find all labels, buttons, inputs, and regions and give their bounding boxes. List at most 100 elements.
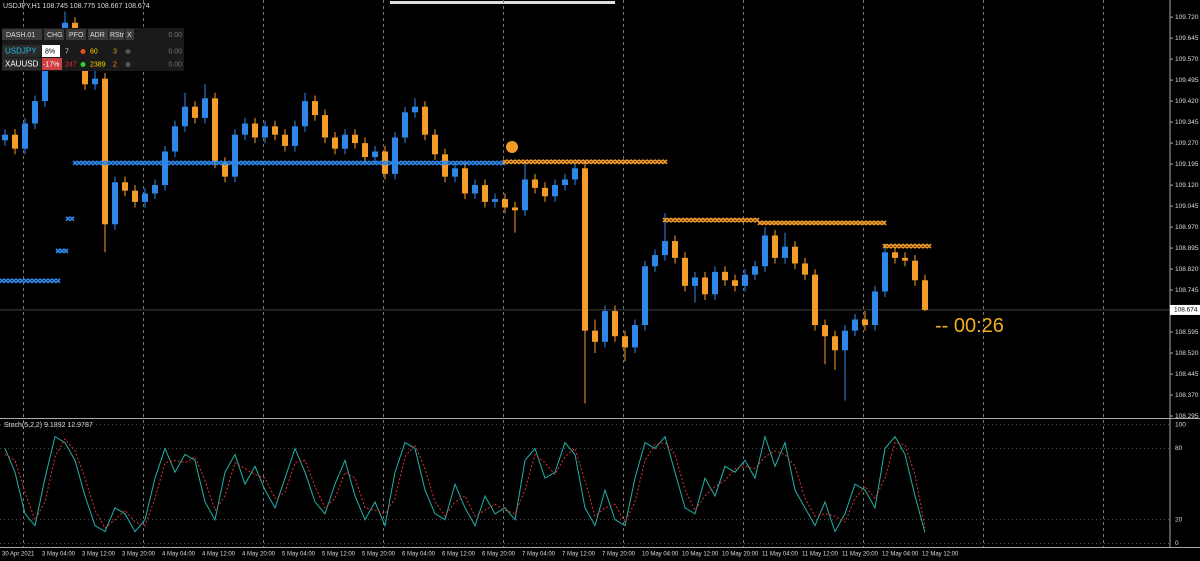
level-marker bbox=[72, 160, 506, 166]
level-marker bbox=[65, 216, 75, 222]
signal-dot bbox=[506, 141, 518, 154]
x-tick-label: 5 May 04:00 bbox=[282, 552, 316, 558]
candle-body bbox=[522, 179, 528, 211]
x-tick-label: 7 May 20:00 bbox=[602, 552, 636, 558]
candle-body bbox=[492, 199, 498, 202]
column-header[interactable]: CHG bbox=[47, 32, 63, 39]
adr: 2389 bbox=[90, 61, 106, 68]
x-tick-label: 4 May 12:00 bbox=[202, 552, 236, 558]
candle-body bbox=[782, 246, 788, 258]
candle-body bbox=[562, 179, 568, 186]
x-tick-label: 3 May 04:00 bbox=[42, 552, 76, 558]
level-marker bbox=[502, 159, 668, 165]
candle-body bbox=[102, 78, 108, 225]
candle-body bbox=[862, 319, 868, 326]
column-header[interactable]: PFO bbox=[69, 32, 84, 39]
candle-body bbox=[282, 134, 288, 146]
candle-body bbox=[212, 98, 218, 163]
candle-body bbox=[92, 78, 98, 85]
candle-body bbox=[872, 291, 878, 326]
row-value: 0.00 bbox=[168, 48, 182, 55]
status-dot bbox=[125, 62, 131, 67]
y-tick-label: 80 bbox=[1175, 445, 1183, 452]
candle-body bbox=[602, 311, 608, 342]
level-marker bbox=[662, 217, 760, 223]
candle-body bbox=[582, 168, 588, 331]
candle-body bbox=[912, 260, 918, 281]
candle-body bbox=[292, 126, 298, 146]
candle-body bbox=[272, 126, 278, 135]
rstr: 2 bbox=[113, 61, 117, 68]
x-tick-label: 10 May 20:00 bbox=[722, 552, 759, 558]
cell bbox=[109, 29, 124, 40]
candle-body bbox=[142, 193, 148, 202]
chart-header: USDJPY,H1 108.745 108.775 108.667 108.67… bbox=[3, 3, 150, 10]
candle-body bbox=[812, 274, 818, 326]
candle-body bbox=[832, 336, 838, 351]
y-tick-label: 20 bbox=[1175, 516, 1183, 523]
x-tick-label: 6 May 04:00 bbox=[402, 552, 436, 558]
row-value: 0.00 bbox=[168, 61, 182, 68]
candle-body bbox=[422, 106, 428, 135]
y-tick-label: 109.120 bbox=[1175, 182, 1199, 189]
candle-body bbox=[462, 168, 468, 194]
y-tick-label: 108.370 bbox=[1175, 392, 1199, 399]
x-tick-label: 12 May 04:00 bbox=[882, 552, 919, 558]
candle-body bbox=[382, 151, 388, 174]
candle-body bbox=[302, 101, 308, 127]
column-header[interactable]: RStr bbox=[110, 32, 125, 39]
x-tick-label: 10 May 12:00 bbox=[682, 552, 719, 558]
scrollbar[interactable] bbox=[390, 1, 615, 4]
candle-body bbox=[502, 199, 508, 208]
x-tick-label: 5 May 12:00 bbox=[322, 552, 356, 558]
candle-body bbox=[672, 241, 678, 258]
y-tick-label: 108.445 bbox=[1175, 371, 1199, 378]
close-button[interactable]: X bbox=[127, 32, 132, 39]
candle-body bbox=[722, 271, 728, 281]
cell bbox=[2, 29, 42, 40]
y-tick-label: 108.970 bbox=[1175, 224, 1199, 231]
candle-body bbox=[472, 185, 478, 194]
candle-body bbox=[762, 235, 768, 267]
candle-body bbox=[892, 252, 898, 258]
level-marker bbox=[757, 220, 887, 226]
candle-body bbox=[542, 187, 548, 197]
level-marker bbox=[55, 248, 69, 254]
candle-body bbox=[902, 257, 908, 261]
cell bbox=[2, 45, 41, 57]
column-header[interactable]: ADR bbox=[90, 32, 105, 39]
candle-body bbox=[2, 134, 8, 141]
candle-body bbox=[392, 137, 398, 174]
candle-body bbox=[262, 126, 268, 138]
candle-body bbox=[122, 182, 128, 191]
symbol[interactable]: XAUUSD bbox=[5, 60, 39, 69]
candle-body bbox=[822, 325, 828, 337]
y-tick-label: 108.895 bbox=[1175, 245, 1199, 252]
x-tick-label: 11 May 20:00 bbox=[842, 552, 879, 558]
candle-body bbox=[432, 134, 438, 155]
candle-body bbox=[852, 319, 858, 331]
candle-body bbox=[132, 190, 138, 202]
candle-body bbox=[412, 106, 418, 113]
chg: -17% bbox=[43, 61, 59, 68]
dashboard: DASH.01 CHG PFO ADR RStr X 0.00 USDJPY 8… bbox=[2, 28, 184, 71]
x-tick-label: 11 May 12:00 bbox=[802, 552, 839, 558]
x-tick-label: 3 May 20:00 bbox=[122, 552, 156, 558]
candle-body bbox=[162, 151, 168, 186]
cell bbox=[125, 29, 134, 40]
status-dot bbox=[80, 62, 86, 67]
x-tick-label: 4 May 04:00 bbox=[162, 552, 196, 558]
candle-body bbox=[642, 266, 648, 326]
x-tick-label: 30 Apr 2021 bbox=[2, 552, 35, 558]
x-tick-label: 3 May 12:00 bbox=[82, 552, 116, 558]
y-tick-label: 109.495 bbox=[1175, 77, 1199, 84]
candle-body bbox=[662, 241, 668, 256]
candle-body bbox=[152, 185, 158, 194]
cell bbox=[88, 29, 108, 40]
symbol[interactable]: USDJPY bbox=[5, 47, 37, 56]
stoch-signal bbox=[4, 438, 926, 529]
candle-body bbox=[222, 162, 228, 177]
